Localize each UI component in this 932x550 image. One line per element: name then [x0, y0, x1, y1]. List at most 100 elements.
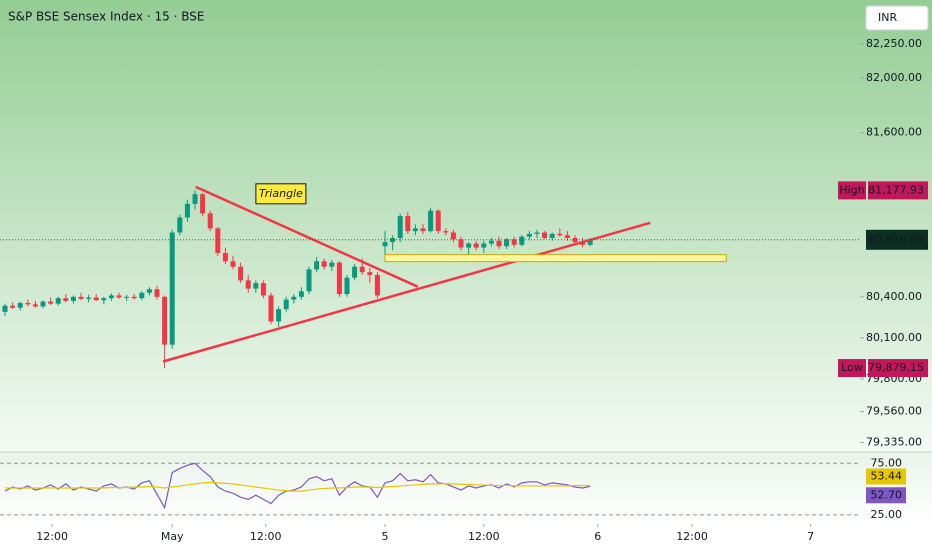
marker-value-box — [868, 359, 928, 378]
candle-body — [382, 242, 388, 247]
candle-body — [511, 239, 517, 245]
candle-body — [580, 242, 586, 245]
candle-body — [78, 296, 84, 299]
candle-body — [86, 297, 92, 299]
candle-body — [48, 301, 54, 304]
candle-body — [238, 266, 244, 281]
marker-name-box — [838, 359, 866, 378]
end-value-box — [866, 487, 906, 504]
candle-body — [283, 299, 289, 310]
marker-name: Low — [841, 361, 863, 374]
candle-body — [572, 237, 578, 243]
x-tick-label: 7 — [807, 530, 814, 543]
candle-body — [420, 228, 426, 232]
candle-body — [2, 305, 8, 312]
candle-body — [177, 217, 183, 233]
end-value-label: 52.70 — [871, 488, 903, 501]
marker-value: 79,879.15 — [868, 361, 924, 374]
y-tick-label: 79,335.00 — [866, 435, 922, 448]
candle-body — [32, 304, 38, 307]
currency-label: INR — [878, 11, 897, 24]
zone-rectangle — [384, 254, 727, 263]
candle-body — [390, 237, 396, 243]
candle-body — [473, 243, 479, 248]
candle-body — [412, 228, 418, 232]
candle-body — [245, 280, 251, 289]
marker-name-box — [838, 181, 866, 200]
candle-body — [329, 262, 335, 267]
candle-body — [519, 236, 525, 245]
candle-body — [40, 301, 46, 307]
time-axis-bg — [0, 524, 932, 550]
candle-body — [162, 296, 168, 345]
y-tick-label: 25.00 — [871, 508, 903, 521]
x-tick-label: 12:00 — [36, 530, 68, 543]
candle-body — [526, 233, 532, 237]
candle-body — [268, 295, 274, 322]
x-tick-label: 12:00 — [250, 530, 282, 543]
label-box — [255, 183, 307, 205]
candle-body — [298, 291, 304, 297]
candle-body — [564, 235, 570, 238]
candle-body — [146, 289, 152, 293]
y-tick-label: 75.00 — [871, 456, 903, 469]
candle-body — [192, 194, 198, 204]
candle-body — [10, 305, 16, 308]
candle-body — [587, 239, 593, 245]
price-pane-bg — [0, 0, 932, 452]
candle-body — [139, 292, 145, 299]
candle-body — [443, 231, 449, 233]
candle-body — [169, 232, 175, 345]
candle-body — [291, 296, 297, 300]
candle-body — [549, 233, 555, 238]
candle-body — [321, 261, 327, 267]
candle-body — [557, 233, 563, 236]
candle-body — [63, 298, 69, 301]
candle-body — [450, 232, 456, 240]
candle-body — [306, 269, 312, 292]
x-tick-label: 12:00 — [468, 530, 500, 543]
candle-body — [374, 274, 380, 296]
x-tick-label: 12:00 — [676, 530, 708, 543]
candle-body — [25, 302, 31, 305]
rsi-line — [5, 481, 591, 492]
candle-body — [397, 216, 403, 238]
candle-body — [314, 261, 320, 270]
currency-button[interactable] — [865, 5, 929, 31]
y-tick-label: 79,560.00 — [866, 405, 922, 418]
candle-body — [116, 295, 122, 298]
candle-body — [108, 295, 114, 299]
end-value-box — [866, 468, 906, 485]
candle-body — [260, 283, 266, 296]
x-tick-label: 6 — [594, 530, 601, 543]
candle-body — [253, 283, 259, 289]
candle-body — [101, 298, 107, 301]
candle-body — [215, 228, 221, 254]
candle-body — [124, 296, 130, 298]
y-tick-label: 81,600.00 — [866, 126, 922, 139]
candle-body — [534, 232, 540, 234]
candle-body — [496, 240, 502, 247]
candle-body — [17, 302, 23, 308]
candle-body — [367, 272, 373, 275]
candle-body — [276, 309, 282, 322]
candle-body — [352, 266, 358, 278]
y-tick-label: 80,400.00 — [866, 290, 922, 303]
last-price-label: 80,816.80 — [868, 233, 924, 246]
y-tick-label: 80,100.00 — [866, 331, 922, 344]
candle-body — [359, 266, 365, 273]
chart-title: S&P BSE Sensex Index · 15 · BSE — [8, 10, 204, 24]
label-text: Triangle — [259, 187, 303, 200]
candle-body — [131, 296, 137, 299]
candle-body — [55, 298, 61, 304]
candle-body — [344, 277, 350, 295]
marker-name: High — [839, 183, 864, 196]
candle-body — [435, 210, 441, 232]
candle-body — [93, 297, 99, 301]
x-tick-label: May — [161, 530, 184, 543]
candle-body — [70, 296, 76, 301]
candle-body — [428, 210, 434, 232]
marker-value: 81,177.93 — [868, 183, 924, 196]
candle-body — [184, 203, 190, 218]
